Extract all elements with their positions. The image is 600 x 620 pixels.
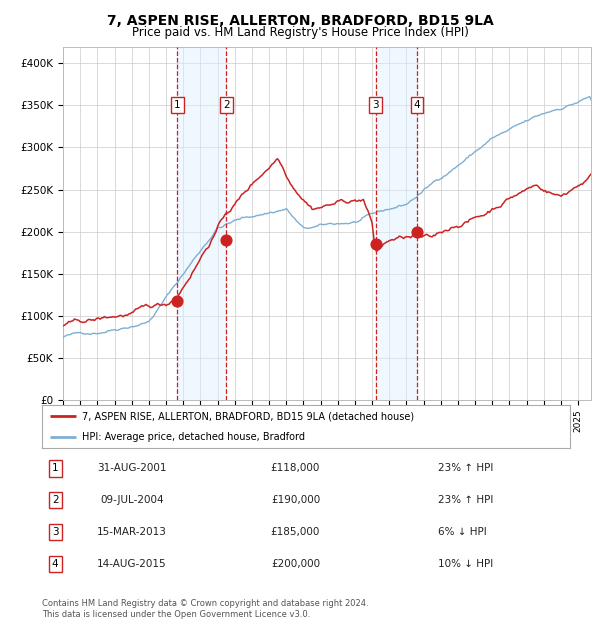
Text: 23% ↑ HPI: 23% ↑ HPI [438,495,493,505]
Text: 23% ↑ HPI: 23% ↑ HPI [438,464,493,474]
Text: £118,000: £118,000 [271,464,320,474]
Bar [376,46,417,400]
Text: 3: 3 [372,100,379,110]
Text: 09-JUL-2004: 09-JUL-2004 [100,495,164,505]
Text: 4: 4 [414,100,421,110]
Text: 10% ↓ HPI: 10% ↓ HPI [438,559,493,569]
Text: 3: 3 [52,527,59,537]
Text: HPI: Average price, detached house, Bradford: HPI: Average price, detached house, Brad… [82,432,305,442]
Bar [178,46,226,400]
Point [371,239,380,249]
Text: 31-AUG-2001: 31-AUG-2001 [97,464,167,474]
Text: 14-AUG-2015: 14-AUG-2015 [97,559,167,569]
Point [173,296,182,306]
Text: Price paid vs. HM Land Registry's House Price Index (HPI): Price paid vs. HM Land Registry's House … [131,26,469,39]
Text: 1: 1 [52,464,59,474]
Text: £200,000: £200,000 [271,559,320,569]
Text: 4: 4 [52,559,59,569]
Text: £190,000: £190,000 [271,495,320,505]
Text: 7, ASPEN RISE, ALLERTON, BRADFORD, BD15 9LA (detached house): 7, ASPEN RISE, ALLERTON, BRADFORD, BD15 … [82,411,414,421]
Text: 2: 2 [223,100,230,110]
Text: 6% ↓ HPI: 6% ↓ HPI [438,527,487,537]
Text: £185,000: £185,000 [271,527,320,537]
Text: 2: 2 [52,495,59,505]
Point [412,227,422,237]
Text: 15-MAR-2013: 15-MAR-2013 [97,527,167,537]
Text: 1: 1 [174,100,181,110]
Point [221,235,231,245]
Text: Contains HM Land Registry data © Crown copyright and database right 2024.
This d: Contains HM Land Registry data © Crown c… [42,600,368,619]
Text: 7, ASPEN RISE, ALLERTON, BRADFORD, BD15 9LA: 7, ASPEN RISE, ALLERTON, BRADFORD, BD15 … [107,14,493,28]
